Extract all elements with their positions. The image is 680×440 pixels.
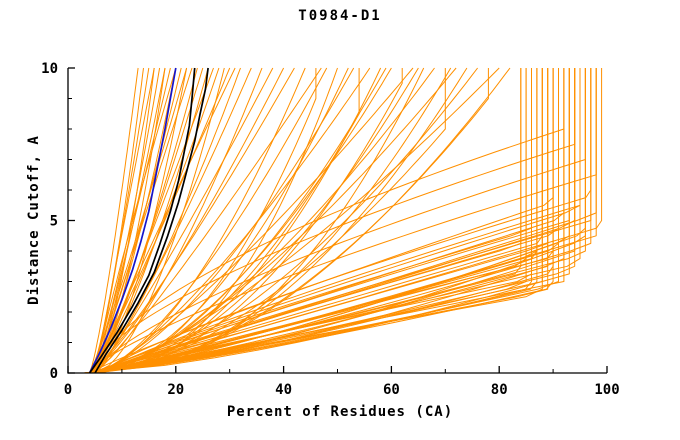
svg-text:20: 20 bbox=[167, 382, 184, 398]
svg-text:80: 80 bbox=[491, 382, 508, 398]
svg-text:100: 100 bbox=[594, 382, 619, 398]
x-axis-label: Percent of Residues (CA) bbox=[226, 404, 454, 420]
svg-text:60: 60 bbox=[383, 382, 400, 398]
svg-text:5: 5 bbox=[50, 214, 58, 230]
svg-text:40: 40 bbox=[275, 382, 292, 398]
svg-text:10: 10 bbox=[41, 61, 58, 77]
chart-title: T0984-D1 bbox=[298, 8, 382, 24]
svg-text:0: 0 bbox=[50, 366, 58, 382]
y-axis-label: Distance Cutoff, A bbox=[26, 135, 42, 305]
svg-text:0: 0 bbox=[64, 382, 72, 398]
